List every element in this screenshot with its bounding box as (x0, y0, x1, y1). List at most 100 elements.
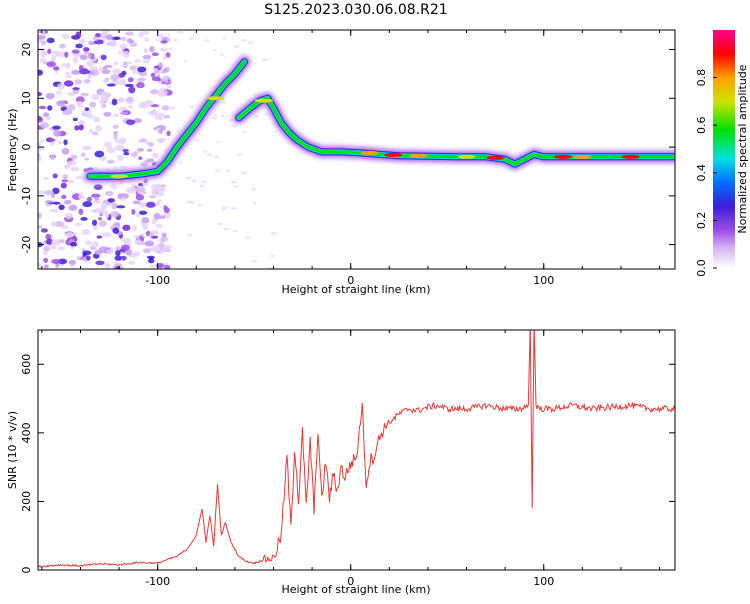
spectrogram-noise-blob (98, 67, 104, 72)
spectrogram-noise-blob (91, 93, 100, 101)
spectrogram-noise-blob (216, 141, 221, 144)
spectrogram-noise-blob (161, 105, 170, 111)
spectrogram-noise-blob (142, 54, 152, 60)
spectrogram-noise-blob (115, 250, 121, 257)
spectrogram-noise-blob (112, 227, 120, 234)
spectrogram-noise-blob (138, 210, 148, 215)
spectrogram-noise-blob (270, 232, 277, 235)
colorbar: 0.0 0.2 0.4 0.6 0.8 Normalized spectral ampl… (695, 30, 749, 277)
spectrogram-noise-blob (178, 161, 183, 164)
spectrogram-noise-blob (129, 42, 138, 47)
spectrogram-noise-blob (75, 43, 83, 49)
spectrogram-noise-blob (162, 56, 168, 60)
spectrogram-noise-blob (45, 116, 51, 121)
spectrogram-hotspot-3 (457, 154, 476, 159)
spectrogram-noise-blob (84, 157, 90, 161)
spectrogram-noise (38, 30, 277, 269)
spectrogram-noise-blob (46, 238, 53, 245)
spectrogram-noise-blob (113, 36, 121, 41)
spectrogram-noise-blob (144, 37, 150, 43)
spectrogram-noise-blob (111, 98, 118, 106)
spectrogram-noise-blob (79, 38, 86, 45)
spectrogram-noise-blob (94, 150, 105, 158)
spectrogram-noise-blob (114, 255, 122, 261)
spectrogram-noise-blob (90, 193, 101, 198)
spectrogram-noise-blob (92, 36, 99, 41)
spectrogram-noise-blob (65, 71, 70, 76)
spectrogram-noise-blob (261, 58, 269, 61)
spectrogram-noise-blob (61, 62, 67, 67)
spectrogram-noise-blob (43, 250, 48, 256)
spectrogram-noise-blob (75, 31, 82, 38)
spectrogram-noise-blob (206, 153, 214, 156)
spectrogram-noise-blob (192, 179, 197, 183)
spectrogram-noise-blob (72, 87, 80, 91)
spectrogram-noise-blob (99, 98, 105, 105)
spectrogram-noise-blob (213, 155, 220, 158)
spectrogram-noise-blob (132, 224, 137, 231)
spectrogram-noise-blob (137, 33, 144, 38)
spectrogram-noise-blob (211, 116, 218, 120)
spectrogram-noise-blob (92, 241, 99, 248)
spectrogram-hotspot-7 (621, 154, 640, 159)
spectrogram-noise-blob (82, 250, 92, 256)
snr-y-axis-label: SNR (10 * v/v) (6, 411, 19, 489)
spectrogram-noise-blob (50, 154, 55, 161)
spectrogram-noise-blob (57, 140, 62, 145)
spectrogram-noise-blob (232, 185, 240, 188)
snr-series-line (38, 330, 675, 568)
spectrogram-noise-blob (63, 199, 72, 205)
spectrogram-noise-blob (87, 73, 92, 80)
spectrogram-noise-blob (247, 41, 254, 44)
spectrogram-noise-blob (53, 129, 62, 137)
spectrogram-noise-blob (93, 116, 101, 123)
spectrogram-noise-blob (43, 176, 50, 181)
spectrogram-noise-blob (118, 106, 128, 112)
spectrogram-noise-blob (160, 186, 166, 192)
spectrogram-noise-blob (132, 200, 141, 205)
spectrogram-noise-blob (163, 115, 171, 119)
spectrogram-noise-blob (251, 187, 256, 191)
spectrogram-noise-blob (76, 100, 84, 108)
spectrogram-noise-blob (117, 193, 123, 200)
spectrogram-noise-blob (102, 200, 109, 204)
spectrogram-noise-blob (113, 61, 118, 66)
spectrogram-noise-blob (147, 110, 157, 116)
spectrogram-noise-blob (133, 118, 142, 124)
spectrogram-noise-blob (100, 54, 107, 61)
spectrogram-noise-blob (113, 261, 120, 265)
spectrogram-noise-blob (127, 77, 134, 83)
spectrogram-noise-blob (78, 120, 86, 126)
spectrogram-noise-blob (114, 138, 124, 144)
spectrogram-noise-blob (83, 79, 91, 84)
spectrogram-noise-blob (40, 30, 46, 37)
spectrogram-noise-blob (156, 262, 165, 269)
snr-y-tick-label-2: 400 (20, 422, 33, 443)
spectrogram-noise-blob (70, 69, 81, 76)
spectrogram-noise-blob (138, 156, 143, 160)
spectrogram-noise-blob (107, 198, 115, 203)
spectrogram-noise-blob (144, 101, 154, 106)
spectrogram-noise-blob (251, 260, 258, 263)
spectrogram-noise-blob (142, 58, 151, 64)
colorbar-gradient (713, 30, 735, 268)
spectrogram-noise-blob (85, 255, 91, 261)
spectrogram-ridge-1-layer-4 (237, 96, 675, 166)
spectrogram-noise-blob (47, 48, 52, 55)
spectrogram-noise-blob (64, 51, 69, 58)
spectrogram-noise-blob (152, 152, 159, 159)
spectrogram-noise-blob (142, 182, 150, 187)
spectrogram-noise-blob (119, 43, 128, 50)
spectrogram-noise-blob (38, 212, 42, 220)
spectrogram-noise-blob (118, 73, 125, 78)
spectrogram-noise-blob (78, 192, 84, 198)
spectrogram-noise-blob (241, 39, 248, 42)
spectrogram-y-tick-label-1: -10 (20, 187, 33, 205)
spectrogram-noise-blob (68, 260, 77, 265)
spectrogram-noise-blob (102, 66, 108, 70)
colorbar-tick-label-0: 0.0 (695, 259, 708, 277)
spectrogram-noise-blob (92, 199, 102, 204)
spectrogram-noise-blob (120, 36, 127, 42)
spectrogram-noise-blob (87, 52, 93, 59)
spectrogram-noise-blob (225, 115, 229, 118)
